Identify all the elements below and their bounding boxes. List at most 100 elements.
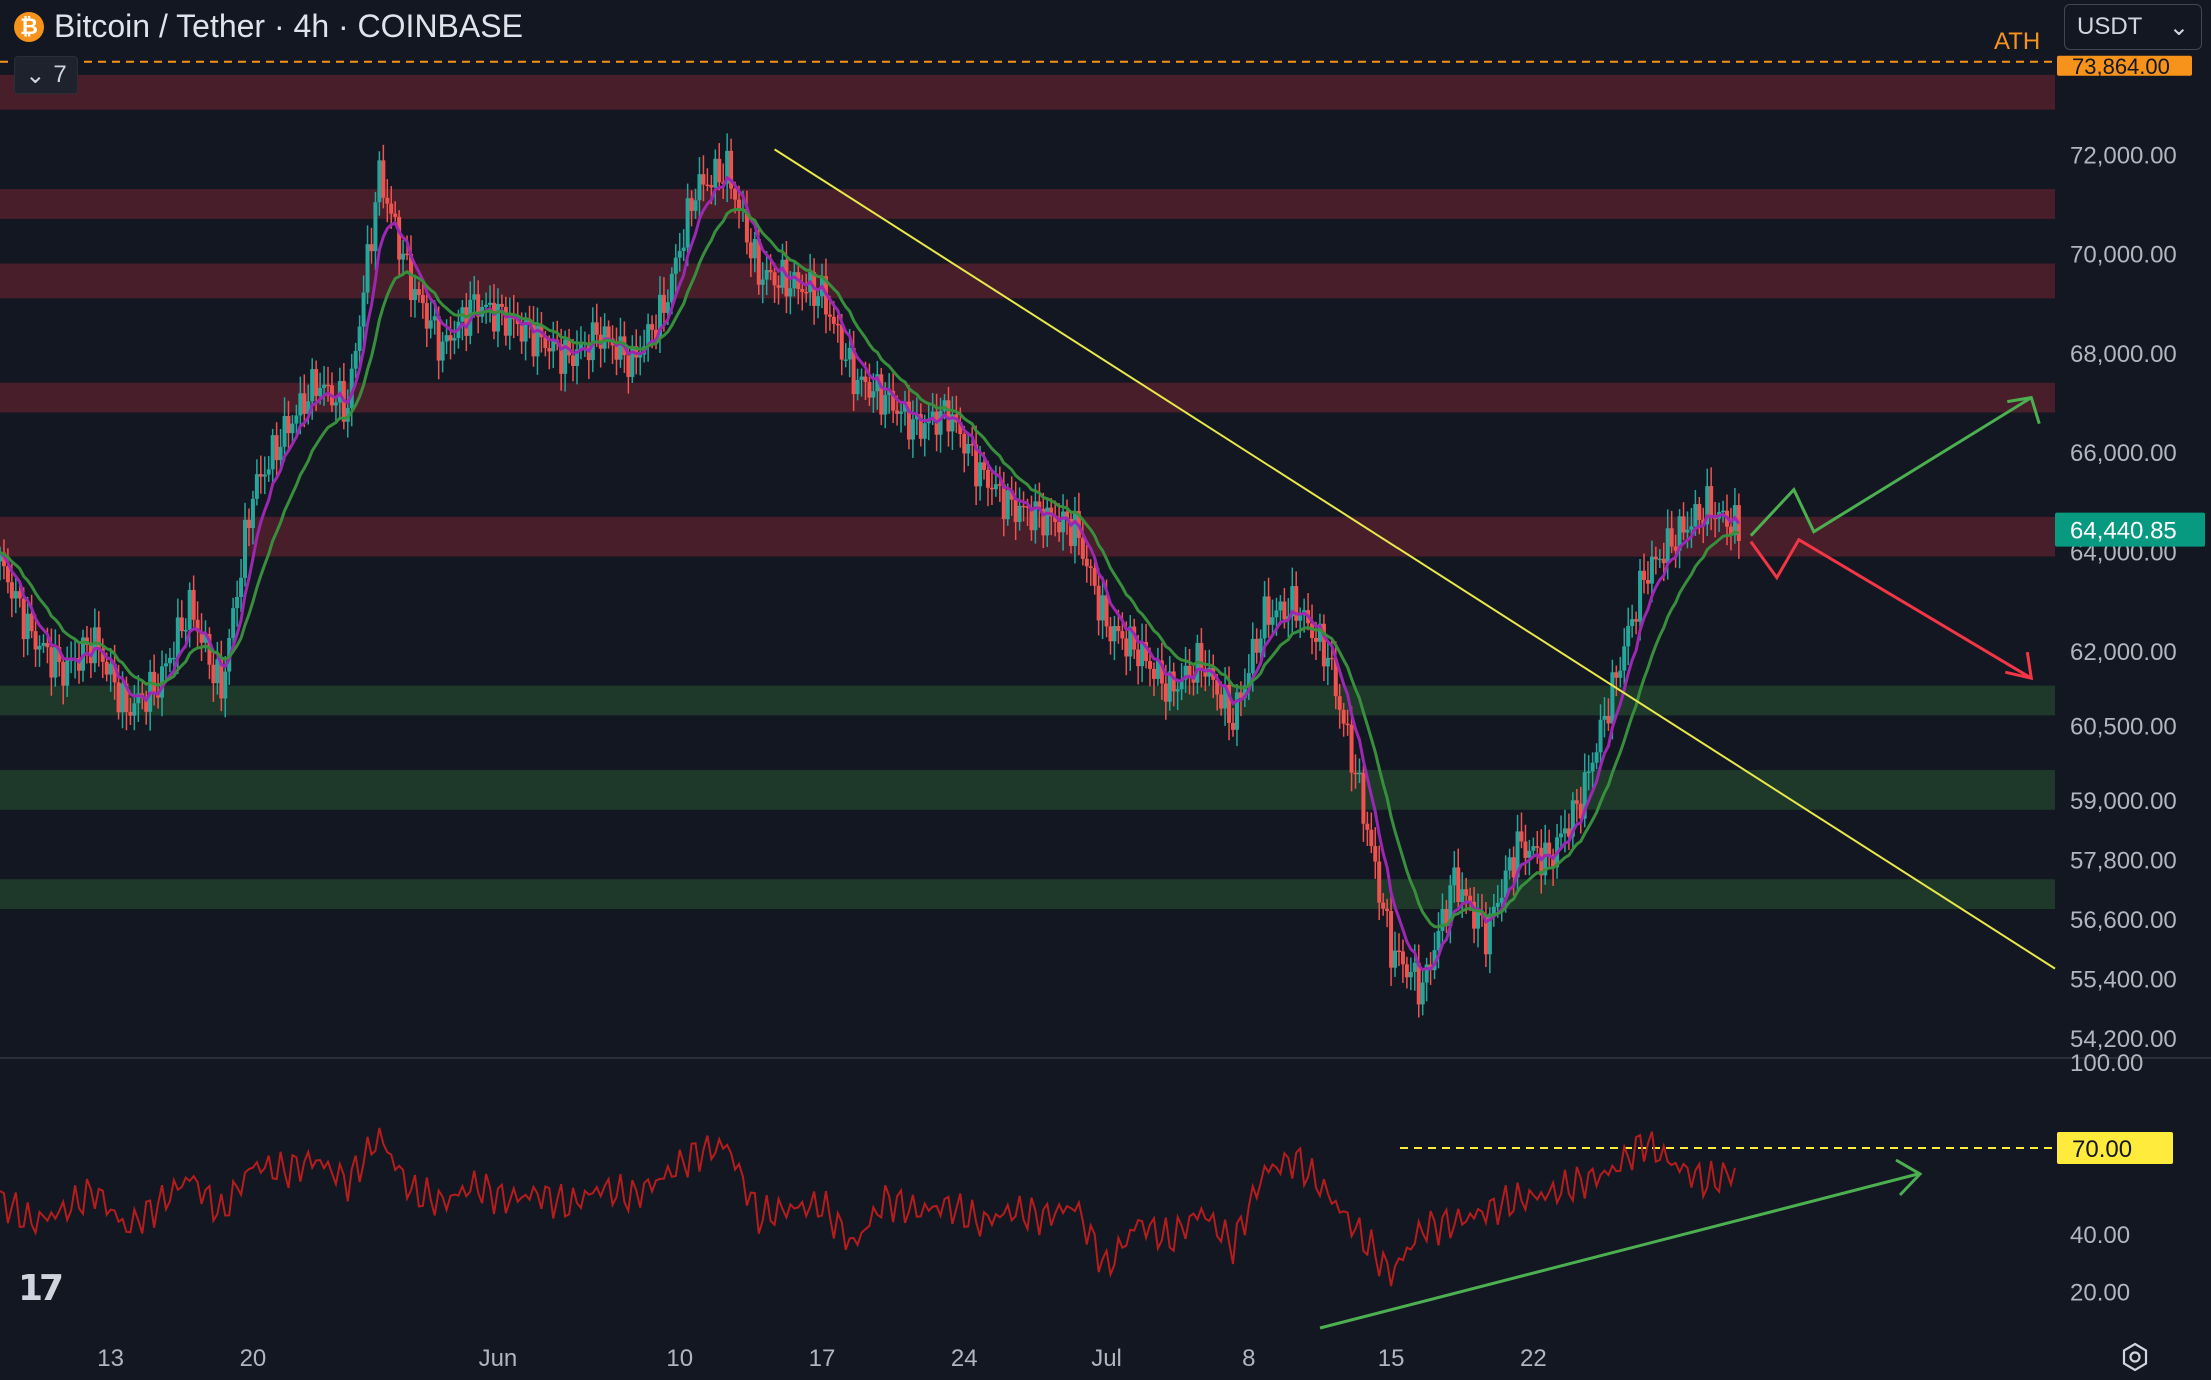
- candle-body: [495, 303, 500, 332]
- candle-body: [235, 596, 240, 609]
- candle-body: [1258, 638, 1263, 653]
- candle-body: [863, 376, 868, 383]
- candle-body: [1080, 537, 1085, 559]
- candle-body: [120, 683, 125, 713]
- candle-body: [1045, 507, 1050, 536]
- candle-body: [274, 435, 279, 461]
- candle-body: [1622, 646, 1627, 671]
- candle-body: [1574, 800, 1579, 804]
- candle-body: [397, 216, 402, 260]
- candle-body: [246, 519, 251, 529]
- candle-body: [618, 336, 623, 360]
- candle-body: [1140, 642, 1145, 667]
- bearish-arrowhead: [2004, 651, 2034, 681]
- gear-icon[interactable]: [2120, 1342, 2150, 1372]
- candle-body: [733, 188, 738, 200]
- candle-body: [1432, 950, 1437, 971]
- candle-body: [1349, 724, 1354, 773]
- candle-body: [1341, 709, 1346, 724]
- candle-body: [13, 591, 18, 599]
- candle-body: [515, 319, 520, 324]
- candle-body: [606, 326, 611, 339]
- candle-body: [199, 631, 204, 643]
- candle-body: [859, 376, 864, 380]
- candle-body: [1068, 518, 1073, 546]
- candle-body: [310, 369, 315, 402]
- candle-body: [440, 341, 445, 361]
- time-axis-tick: 22: [1520, 1345, 1547, 1372]
- candle-body: [985, 469, 990, 488]
- candle-body: [665, 302, 670, 313]
- candle-body: [1116, 626, 1121, 632]
- candle-body: [1088, 566, 1093, 568]
- candle-body: [1705, 486, 1710, 525]
- candle-body: [1444, 909, 1449, 927]
- candle-body: [104, 661, 109, 675]
- symbol-title[interactable]: ₿ Bitcoin / Tether · 4h · COINBASE: [14, 8, 523, 45]
- candle-body: [1365, 823, 1370, 830]
- candle-body: [867, 382, 872, 398]
- symbol-title-text: Bitcoin / Tether · 4h · COINBASE: [54, 8, 523, 44]
- candle-body: [1290, 586, 1295, 617]
- price-axis-tick: 60,500.00: [2070, 713, 2177, 740]
- candle-body: [96, 627, 101, 649]
- candle-body: [1626, 626, 1631, 647]
- candle-body: [1132, 626, 1137, 650]
- currency-value: USDT: [2077, 13, 2143, 40]
- candle-body: [1566, 828, 1571, 837]
- candle-body: [1207, 667, 1212, 677]
- candle-body: [491, 302, 496, 332]
- candle-body: [1503, 870, 1508, 898]
- candle-body: [65, 660, 70, 686]
- candle-body: [1373, 846, 1378, 862]
- candle-body: [1072, 511, 1077, 546]
- candle-body: [1661, 558, 1666, 564]
- candle-body: [357, 326, 362, 351]
- candle-body: [1590, 762, 1595, 772]
- rsi-70-text: 70.00: [2072, 1136, 2132, 1163]
- candle-body: [1570, 800, 1575, 837]
- candle-body: [523, 320, 528, 342]
- candle-body: [1728, 526, 1733, 536]
- candle-body: [1, 552, 6, 567]
- candle-body: [875, 374, 880, 392]
- candle-body: [1531, 846, 1536, 851]
- candle-body: [448, 335, 453, 341]
- rsi-70-badge: [2057, 1132, 2173, 1164]
- bullish-projection-arrow: [1749, 396, 2033, 537]
- candle-body: [906, 401, 911, 440]
- candle-body: [705, 184, 710, 187]
- candle-body: [266, 469, 271, 475]
- candle-body: [1483, 915, 1488, 955]
- indicator-toggle-button[interactable]: ⌄ 7: [14, 56, 78, 94]
- candle-body: [946, 400, 951, 432]
- time-axis-tick: 20: [240, 1345, 267, 1372]
- candle-body: [250, 498, 255, 529]
- candle-body: [61, 661, 66, 686]
- candle-body: [1519, 831, 1524, 842]
- candle-body: [788, 288, 793, 297]
- candle-body: [108, 663, 113, 675]
- candle-body: [179, 617, 184, 632]
- candle-body: [1163, 683, 1168, 702]
- currency-select[interactable]: USDT ⌄: [2064, 4, 2202, 50]
- candle-body: [551, 339, 556, 352]
- price-axis-tick: 72,000.00: [2070, 142, 2177, 169]
- candle-body: [1582, 772, 1587, 819]
- candle-body: [302, 393, 307, 414]
- candle-body: [254, 474, 259, 499]
- candle-body: [1084, 558, 1089, 567]
- candle-body: [333, 402, 338, 406]
- candle-body: [29, 613, 34, 632]
- rsi-axis-tick: 40.00: [2070, 1222, 2130, 1249]
- candle-body: [1017, 505, 1022, 522]
- tradingview-logo-icon[interactable]: 17: [18, 1268, 64, 1309]
- candle-body: [290, 423, 295, 434]
- candle-body: [444, 335, 449, 342]
- candle-body: [1282, 601, 1287, 620]
- candle-body: [1594, 752, 1599, 763]
- candle-body: [132, 703, 137, 716]
- candle-body: [1108, 626, 1113, 642]
- candle-body: [744, 209, 749, 243]
